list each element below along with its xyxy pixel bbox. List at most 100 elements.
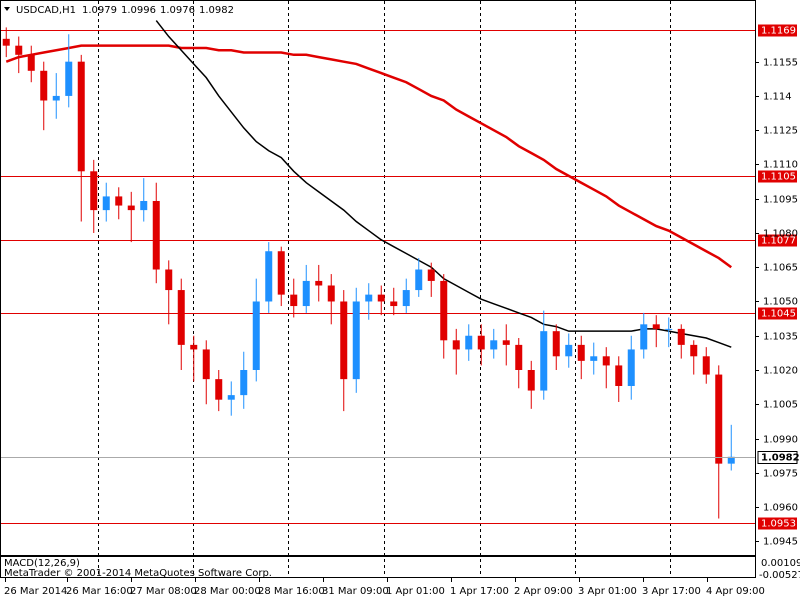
level-tag — [758, 307, 797, 320]
x-tick-label: 26 Mar 16:00 — [66, 586, 133, 597]
candle-body — [127, 205, 135, 211]
x-tick-label: 4 Apr 09:00 — [706, 586, 765, 597]
candle-body — [215, 379, 223, 400]
x-tick-label: 31 Mar 09:00 — [322, 586, 389, 597]
level-label: 1.0953 — [761, 519, 796, 530]
y-tick-label: 1.1065 — [763, 263, 798, 274]
x-tick-label: 2 Apr 09:00 — [514, 586, 573, 597]
x-tick-label: 28 Mar 00:00 — [194, 586, 261, 597]
y-tick-label: 1.1125 — [763, 126, 798, 137]
level-label: 1.1045 — [761, 309, 796, 320]
candle-body — [590, 356, 598, 361]
indicator-footer: MetaTrader © 2001-2014 MetaQuotes Softwa… — [4, 568, 272, 579]
y-tick-label: 1.1005 — [763, 400, 798, 411]
candle-body — [552, 331, 560, 357]
candle-body — [677, 328, 685, 345]
candle-body — [490, 340, 498, 350]
candle-body — [615, 365, 623, 386]
candle-body — [290, 294, 298, 307]
candle-body — [340, 301, 348, 380]
y-tick-label: 1.1110 — [763, 160, 798, 171]
candle-body — [190, 344, 198, 350]
candle-body — [665, 328, 673, 330]
candle-body — [27, 54, 35, 71]
y-tick-label: 1.1155 — [763, 58, 798, 69]
candle-body — [390, 301, 398, 307]
y-tick-label: 1.1050 — [763, 297, 798, 308]
level-tag — [758, 517, 797, 530]
candle-body — [502, 340, 510, 345]
candle-body — [452, 340, 460, 350]
candle-body — [77, 61, 85, 172]
x-tick-label: 27 Mar 08:00 — [130, 586, 197, 597]
candle-body — [265, 251, 273, 302]
candle-body — [565, 344, 573, 357]
candle-body — [640, 324, 648, 350]
plot-frame — [0, 0, 756, 556]
x-tick-label: 26 Mar 2014 — [4, 586, 67, 597]
candle-body — [252, 301, 260, 370]
candle-body — [440, 280, 448, 341]
y-tick-label: 1.1035 — [763, 332, 798, 343]
y-tick-label: 1.114 — [763, 92, 792, 103]
candle-body — [515, 344, 523, 370]
x-tick-label: 3 Apr 01:00 — [578, 586, 637, 597]
current-price-tag — [757, 451, 798, 464]
candle-body — [227, 395, 235, 400]
candle-body — [365, 294, 373, 302]
candle-body — [165, 269, 173, 291]
candle-body — [402, 290, 410, 307]
candle-body — [90, 171, 98, 211]
candle-body — [277, 251, 285, 295]
candle-body — [302, 280, 310, 307]
x-tick-label: 1 Apr 17:00 — [450, 586, 509, 597]
candle-body — [465, 335, 473, 350]
candle-body — [627, 349, 635, 386]
y-tick-label: 1.1080 — [763, 229, 798, 240]
candle-body — [115, 196, 123, 206]
candle-body — [240, 370, 248, 396]
header: USDCAD,H1 1.0979 1.0996 1.0976 1.0982 — [16, 5, 234, 16]
candle-body — [2, 38, 10, 46]
level-tag — [758, 24, 797, 37]
y-tick-label: 1.0990 — [763, 435, 798, 446]
candle-body — [477, 335, 485, 350]
level-tag — [758, 170, 797, 183]
candle-body — [52, 95, 60, 101]
candle-body — [577, 344, 585, 361]
candle-body — [152, 200, 160, 270]
y-tick-label: 1.0945 — [763, 537, 798, 548]
candle-body — [65, 61, 73, 96]
level-label: 1.1105 — [761, 172, 796, 183]
level-tag — [758, 234, 797, 247]
y-tick-label: 1.0975 — [763, 469, 798, 480]
candle-body — [602, 356, 610, 366]
header-arrow — [4, 7, 10, 11]
header-high: 1.0996 — [121, 5, 156, 16]
candle-body — [527, 370, 535, 391]
header-open: 1.0979 — [82, 5, 117, 16]
candle-body — [40, 70, 48, 101]
header-low: 1.0976 — [160, 5, 195, 16]
symbol: USDCAD,H1 — [16, 5, 76, 16]
indicator-title: MACD(12,26,9) — [4, 558, 80, 569]
level-label: 1.1169 — [761, 26, 796, 37]
candle-body — [690, 344, 698, 357]
y-tick-label: 1.0960 — [763, 503, 798, 514]
indicator-frame — [0, 556, 756, 578]
candle-body — [377, 294, 385, 302]
candle-body — [652, 324, 660, 329]
candle-body — [177, 290, 185, 345]
level-label: 1.1077 — [761, 236, 796, 247]
candle-body — [352, 301, 360, 380]
header-close: 1.0982 — [199, 5, 234, 16]
moving-average — [5, 44, 732, 269]
x-tick-label: 1 Apr 01:00 — [386, 586, 445, 597]
y-tick-label: 1.1020 — [763, 366, 798, 377]
candle-body — [102, 196, 110, 211]
candle-body — [315, 280, 323, 286]
candle-body — [15, 45, 23, 55]
candle-body — [427, 269, 435, 281]
candle-body — [327, 285, 335, 302]
